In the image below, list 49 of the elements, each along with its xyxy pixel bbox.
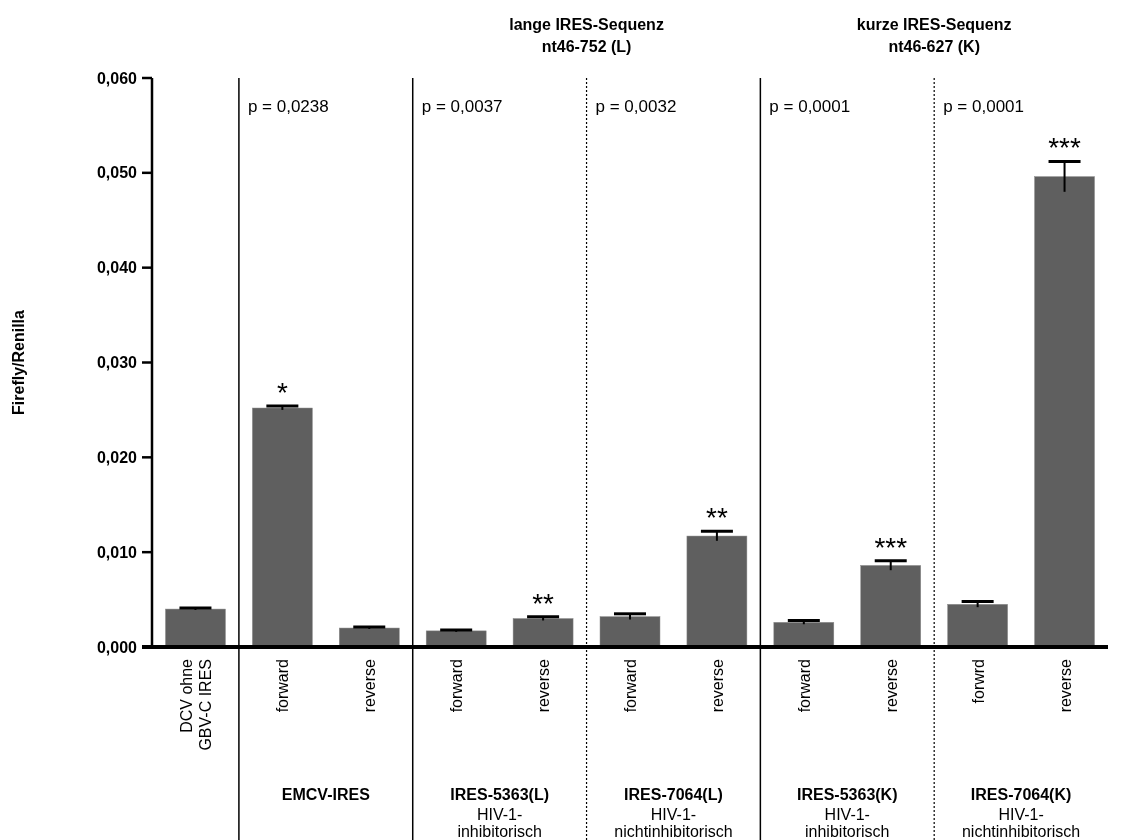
bar [1034, 176, 1095, 648]
bar [599, 616, 661, 648]
x-tick-label: DCV ohne GBV-C IRES [177, 658, 214, 751]
bar [686, 535, 748, 648]
annotation: p = 0,0238 [247, 97, 329, 116]
annotation: p = 0,0001 [943, 97, 1025, 116]
x-tick-label: reverse [535, 658, 553, 713]
y-tick-label: 0,000 [96, 638, 138, 656]
x-tick-label: forward [795, 659, 813, 713]
data-label: *** [874, 531, 908, 563]
text: IRES-7064(L) [624, 786, 723, 803]
bar [165, 608, 226, 648]
x-tick-label: reverse [708, 658, 726, 713]
y-tick-label: 0,060 [96, 69, 138, 87]
bar [252, 407, 313, 648]
x-tick-label: reverse [1056, 658, 1074, 713]
bar [947, 604, 1008, 648]
data-label: ** [532, 587, 555, 619]
x-tick-label: forwrd [969, 659, 987, 704]
x-tick-label: forward [274, 659, 292, 713]
y-axis-title: Firefly/Renilla [10, 309, 27, 415]
annotation: p = 0,0001 [769, 97, 851, 116]
annotation: p = 0,0032 [595, 97, 677, 116]
y-tick-label: 0,050 [96, 164, 138, 182]
text: IRES-7064(K) [970, 786, 1072, 803]
text: HIV-1- nichtinhibitorisch [614, 806, 733, 840]
text: lange IRES-Sequenz nt46-752 (L) [509, 16, 664, 55]
bar [512, 618, 574, 648]
x-tick-label: reverse [361, 658, 379, 713]
x-tick-label: forward [622, 659, 639, 713]
text: HIV-1- nichtinhibitorisch [961, 806, 1081, 840]
y-tick-label: 0,030 [96, 354, 138, 372]
data-label: * [276, 377, 288, 409]
y-tick-label: 0,040 [96, 259, 138, 277]
annotation: p = 0,0037 [421, 97, 503, 116]
x-tick-label: forward [448, 659, 466, 713]
y-tick-label: 0,010 [96, 543, 138, 561]
text: IRES-5363(L) [450, 786, 549, 803]
bar [773, 622, 835, 648]
x-tick-label: reverse [882, 658, 900, 713]
text: IRES-5363(K) [797, 786, 898, 803]
text: HIV-1- inhibitorisch [457, 806, 542, 840]
y-tick-label: 0,020 [96, 448, 138, 466]
text: kurze IRES-Sequenz nt46-627 (K) [856, 16, 1012, 55]
text: EMCV-IRES [281, 786, 371, 803]
bar [860, 565, 921, 648]
data-label: ** [706, 502, 728, 534]
data-label: *** [1048, 132, 1081, 164]
text: HIV-1- inhibitorisch [805, 806, 890, 840]
